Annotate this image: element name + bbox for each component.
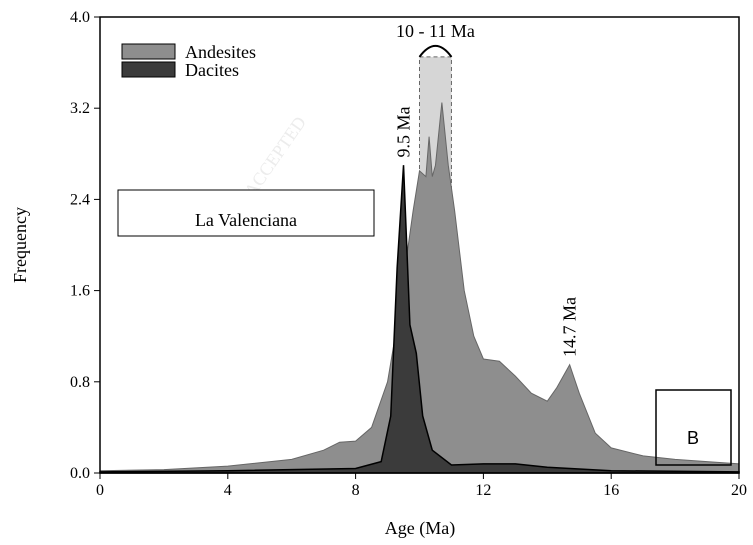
y-tick-label: 1.6 <box>70 283 90 300</box>
highlight-label: 10 - 11 Ma <box>396 21 475 41</box>
area <box>99 165 740 474</box>
highlight-bracket <box>418 44 453 58</box>
x-tick-label: 16 <box>603 482 619 499</box>
x-tick-label: 8 <box>352 482 360 499</box>
area <box>99 102 740 474</box>
site-label: La Valenciana <box>195 210 297 230</box>
y-tick-label: 0.0 <box>70 465 90 482</box>
x-tick-label: 0 <box>96 482 104 499</box>
panel-box <box>655 389 732 466</box>
legend-swatch <box>121 61 176 78</box>
x-axis-label: Age (Ma) <box>385 518 455 539</box>
peak-label: 9.5 Ma <box>394 106 414 157</box>
y-axis-label: Frequency <box>10 207 30 283</box>
plot-frame <box>99 16 740 474</box>
legend-label: Andesites <box>185 42 256 62</box>
peak-label: 14.7 Ma <box>560 297 580 357</box>
y-tick-label: 3.2 <box>70 100 90 117</box>
site-box <box>117 189 375 237</box>
y-tick-label: 4.0 <box>70 9 90 26</box>
legend-label: Dacites <box>185 60 239 80</box>
y-tick-label: 0.8 <box>70 374 90 391</box>
x-tick-label: 4 <box>224 482 232 499</box>
legend-swatch <box>121 43 176 60</box>
x-tick-label: 12 <box>475 482 491 499</box>
watermark: ACCEPTED <box>240 113 310 201</box>
x-tick-label: 20 <box>731 482 747 499</box>
y-tick-label: 2.4 <box>70 191 90 208</box>
panel-label: B <box>687 428 699 448</box>
